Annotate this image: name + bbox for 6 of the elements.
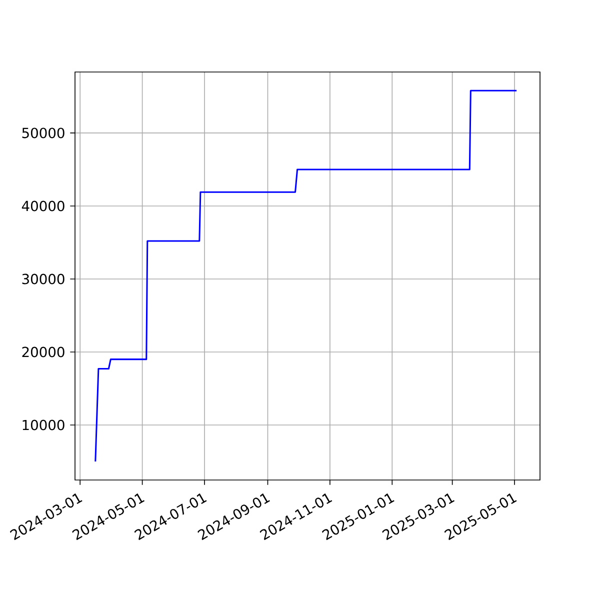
line-series (94, 90, 518, 462)
y-tick-label: 20000 (22, 346, 64, 358)
y-tick-label: 50000 (22, 128, 64, 138)
y-tick-label: 30000 (22, 274, 64, 284)
y-tick-label: 10000 (22, 420, 64, 430)
y-tick-label: 40000 (22, 200, 64, 212)
